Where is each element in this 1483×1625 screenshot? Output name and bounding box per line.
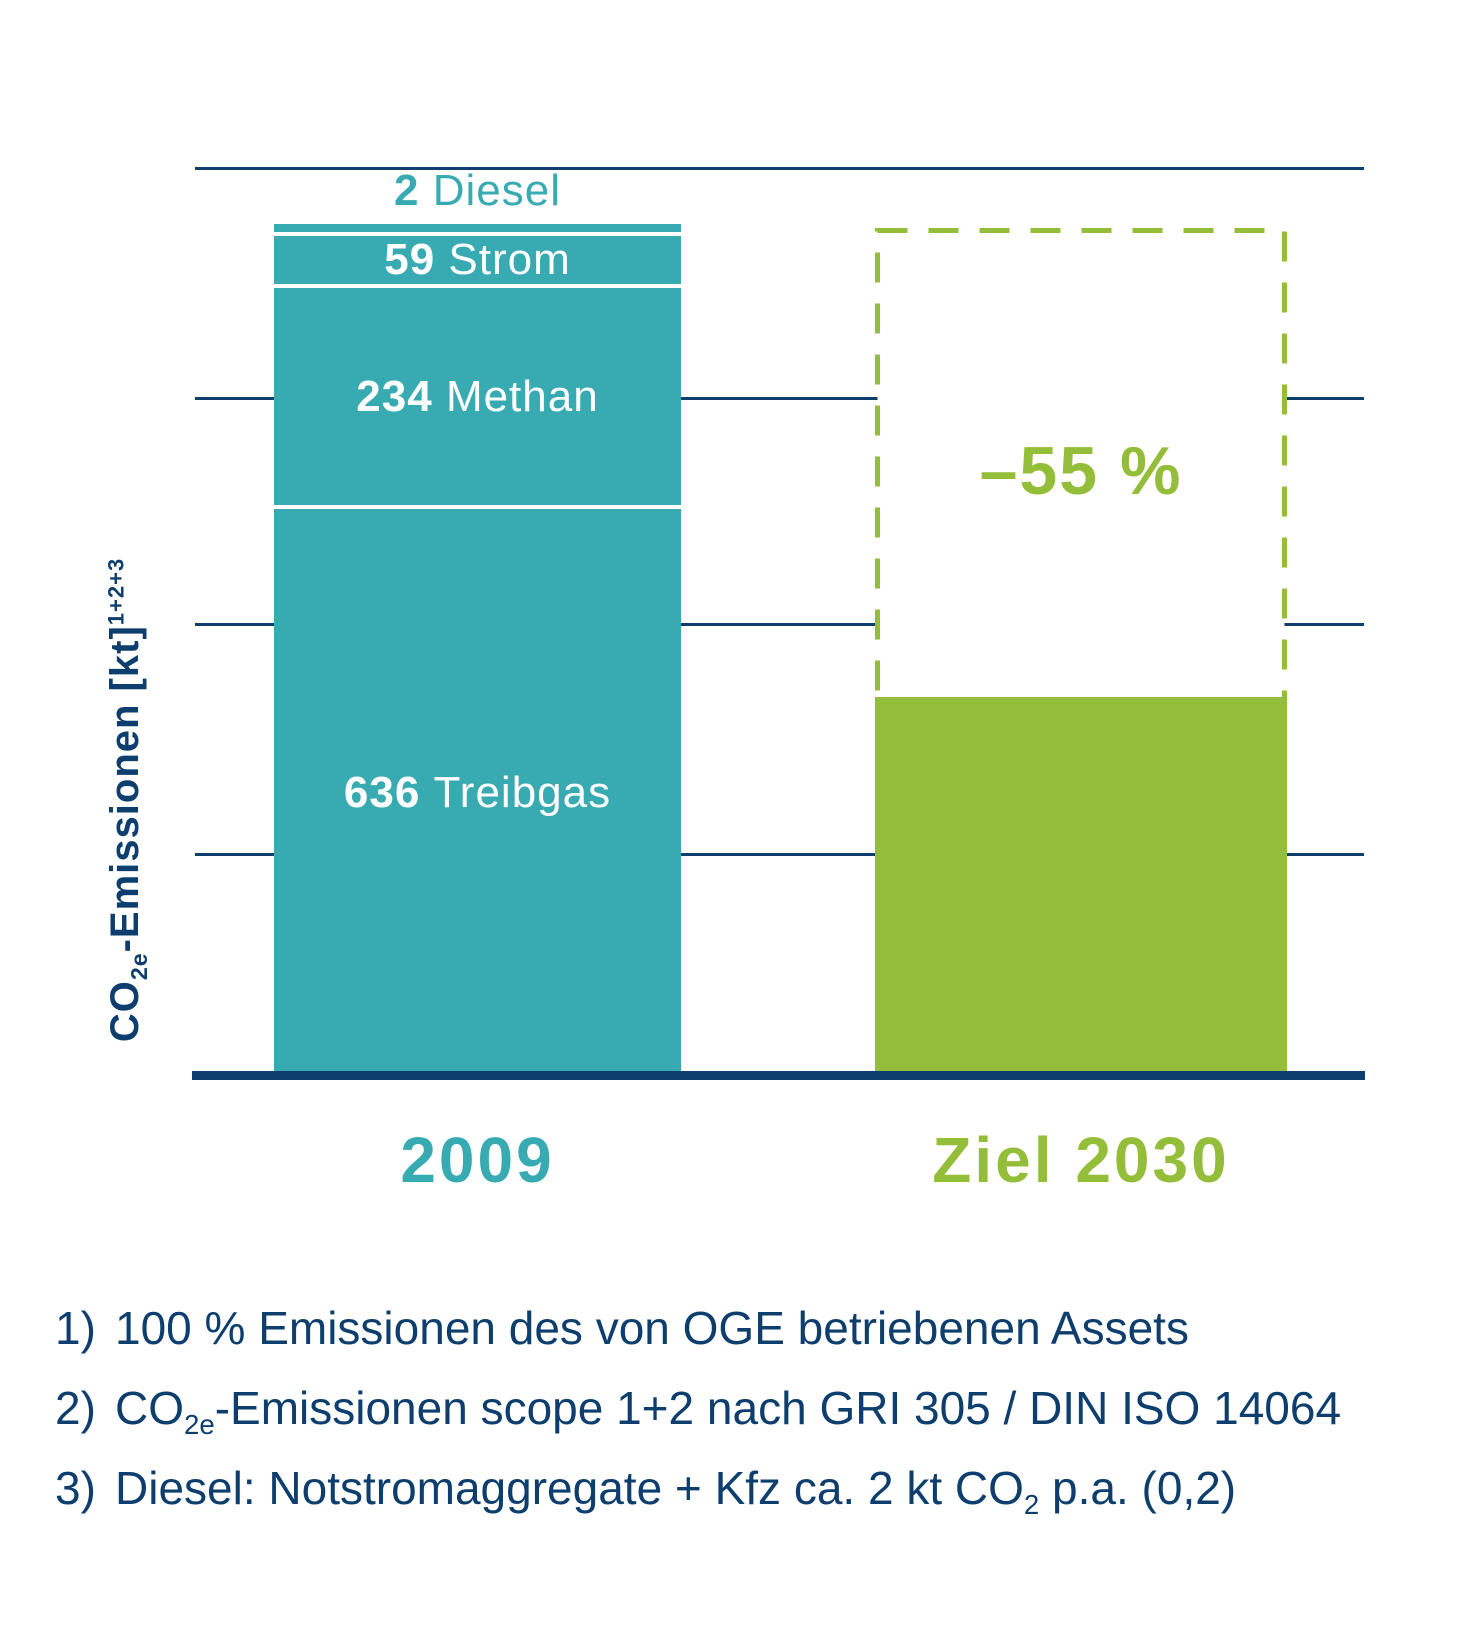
bar-ziel-2030 bbox=[875, 697, 1287, 1076]
footnotes: 1) 100 % Emissionen des von OGE betrieben… bbox=[55, 1288, 1455, 1528]
methan-segment-label: 234 Methan bbox=[356, 372, 598, 422]
bar-segment-treibgas: 636 Treibgas bbox=[274, 509, 681, 1076]
bar-segment-strom: 59 Strom bbox=[274, 235, 681, 285]
footnote-2-text: CO bbox=[115, 1382, 184, 1434]
methan-value: 234 bbox=[356, 371, 433, 421]
bar-2009: 59 Strom 234 Methan 636 Treibgas bbox=[274, 224, 681, 1076]
y-axis-label-superscript: 1+2+3 bbox=[103, 557, 129, 626]
y-axis-label-mid: -Emissionen [kt] bbox=[103, 625, 147, 953]
footnote-3: 3) Diesel: Notstromaggregate + Kfz ca. 2 … bbox=[55, 1448, 1455, 1528]
y-axis-label-subscript: 2e bbox=[126, 952, 152, 981]
footnote-2-marker: 2) bbox=[55, 1382, 96, 1434]
treibgas-name: Treibgas bbox=[433, 767, 612, 817]
y-axis-label: CO2e-Emissionen [kt]1+2+3 bbox=[103, 558, 153, 1042]
reduction-annotation: –55 % bbox=[979, 433, 1183, 509]
footnote-1-marker: 1) bbox=[55, 1302, 96, 1354]
footnote-3-text: Diesel: Notstromaggregate + Kfz ca. 2 kt… bbox=[115, 1462, 1024, 1514]
footnote-1: 1) 100 % Emissionen des von OGE betrieben… bbox=[55, 1288, 1455, 1368]
footnote-2-text-post: -Emissionen scope 1+2 nach GRI 305 / DIN… bbox=[214, 1382, 1342, 1434]
gridline-2 bbox=[195, 397, 1364, 400]
treibgas-segment-label: 636 Treibgas bbox=[344, 768, 611, 818]
gridline-4 bbox=[195, 853, 1364, 856]
y-axis-label-pre: CO bbox=[103, 980, 147, 1043]
bar-segment-diesel bbox=[274, 224, 681, 232]
footnote-2: 2) CO2e-Emissionen scope 1+2 nach GRI 305… bbox=[55, 1368, 1455, 1448]
x-axis-baseline bbox=[192, 1071, 1365, 1080]
footnote-3-marker: 3) bbox=[55, 1462, 96, 1514]
category-label-2009: 2009 bbox=[400, 1124, 555, 1196]
gridline-3 bbox=[195, 623, 1364, 626]
bar-segment-methan: 234 Methan bbox=[274, 288, 681, 505]
treibgas-value: 636 bbox=[343, 767, 421, 817]
strom-name: Strom bbox=[448, 235, 571, 284]
footnote-3-text-post: p.a. (0,2) bbox=[1039, 1462, 1237, 1514]
footnote-2-subscript: 2e bbox=[184, 1409, 215, 1441]
diesel-value: 2 bbox=[394, 166, 420, 215]
category-label-ziel-2030: Ziel 2030 bbox=[932, 1124, 1230, 1196]
diesel-name: Diesel bbox=[432, 166, 561, 215]
diesel-segment-label: 2 Diesel bbox=[274, 166, 681, 216]
strom-segment-label: 59 Strom bbox=[384, 235, 571, 285]
gridline-top bbox=[195, 167, 1364, 170]
footnote-3-subscript: 2 bbox=[1023, 1489, 1040, 1521]
strom-value: 59 bbox=[384, 235, 436, 284]
footnote-1-text: 100 % Emissionen des von OGE betriebenen… bbox=[115, 1302, 1189, 1354]
methan-name: Methan bbox=[445, 371, 599, 421]
